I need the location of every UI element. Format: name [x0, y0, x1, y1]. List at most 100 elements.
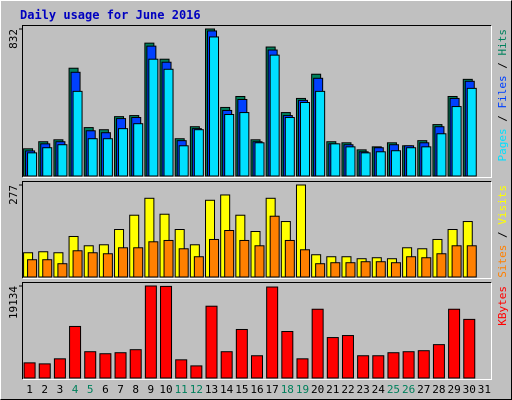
bar: [284, 239, 295, 278]
x-tick-label: 21: [326, 383, 339, 396]
bar: [38, 363, 51, 379]
bar: [436, 133, 447, 177]
bar: [239, 112, 250, 177]
bar: [57, 263, 68, 278]
frame-dark: [22, 181, 492, 279]
x-tick-label: 25: [387, 383, 400, 396]
bar: [27, 259, 38, 278]
frame-light: [22, 25, 492, 178]
bar: [311, 308, 324, 379]
bar: [315, 263, 326, 278]
bar: [406, 256, 417, 278]
bar: [466, 87, 477, 177]
x-tick-label: 3: [57, 383, 64, 396]
x-tick-label: 28: [432, 383, 445, 396]
bar: [163, 68, 174, 177]
bar: [133, 247, 144, 278]
bar: [345, 146, 356, 177]
bar: [133, 123, 144, 177]
x-tick-label: 12: [190, 383, 203, 396]
x-tick-label: 9: [148, 383, 155, 396]
bar: [463, 318, 476, 379]
legend: KBytes: [496, 286, 509, 326]
legend-separator: /: [496, 109, 509, 129]
y-tick-label: 832: [7, 29, 20, 49]
x-tick-label: 27: [417, 383, 430, 396]
bar: [390, 262, 401, 278]
x-tick-label: 31: [478, 383, 491, 396]
frame-dark: [22, 282, 492, 380]
x-tick-label: 23: [357, 383, 370, 396]
bar: [360, 152, 371, 177]
legend-entry: Visits: [496, 185, 509, 225]
bar: [269, 215, 280, 278]
bar: [209, 238, 220, 278]
x-tick-label: 7: [117, 383, 124, 396]
x-tick-label: 16: [250, 383, 263, 396]
x-tick-label: 4: [72, 383, 79, 396]
bar: [451, 106, 462, 177]
bar: [330, 262, 341, 278]
bar: [23, 362, 36, 379]
x-tick-label: 20: [311, 383, 324, 396]
legend-entry: Hits: [496, 29, 509, 56]
bar: [102, 253, 113, 278]
bar: [421, 146, 432, 177]
bar: [178, 145, 189, 177]
bar: [220, 351, 233, 379]
x-tick-label: 22: [341, 383, 354, 396]
bar: [330, 143, 341, 177]
bar: [118, 247, 129, 278]
bar: [148, 58, 159, 177]
bar: [251, 355, 263, 379]
bar: [57, 144, 68, 177]
frame-light: [22, 282, 492, 380]
legend: Sites / Visits: [496, 185, 509, 278]
legend-entry: KBytes: [496, 286, 509, 326]
bar: [102, 138, 113, 177]
bar: [114, 352, 127, 379]
bar: [209, 36, 220, 177]
bar: [42, 147, 53, 177]
x-tick-label: 29: [447, 383, 460, 396]
y-tick-label: 277: [7, 185, 20, 205]
x-tick-label: 8: [132, 383, 139, 396]
bar: [375, 261, 386, 278]
bar: [193, 256, 204, 278]
bar: [281, 331, 294, 379]
bar: [42, 259, 53, 278]
bar: [406, 147, 417, 177]
x-tick-label: 1: [26, 383, 33, 396]
x-tick-label: 13: [205, 383, 218, 396]
bar: [193, 129, 204, 177]
bar: [87, 252, 98, 278]
x-tick-label: 6: [102, 383, 109, 396]
legend-separator: /: [496, 56, 509, 76]
bar: [148, 241, 159, 278]
bar: [372, 355, 385, 379]
bar: [72, 90, 83, 177]
bar: [296, 358, 309, 379]
x-tick-label: 19: [296, 383, 309, 396]
bar: [224, 114, 235, 177]
frame-light: [22, 181, 492, 279]
chart-title: Daily usage for June 2016: [20, 8, 201, 22]
bar: [69, 325, 82, 379]
bar: [341, 335, 354, 379]
bar: [99, 353, 112, 379]
bar: [357, 355, 370, 379]
legend-entry: Files: [496, 75, 509, 108]
bar: [387, 352, 400, 379]
bar: [432, 344, 445, 379]
bar: [53, 358, 66, 379]
bar: [451, 245, 462, 278]
bar: [466, 245, 477, 278]
bar: [190, 365, 203, 379]
bar: [299, 102, 310, 177]
bar: [224, 230, 235, 278]
legend-separator: /: [496, 225, 509, 245]
bar: [315, 90, 326, 177]
bar: [448, 308, 461, 379]
bar: [299, 249, 310, 278]
